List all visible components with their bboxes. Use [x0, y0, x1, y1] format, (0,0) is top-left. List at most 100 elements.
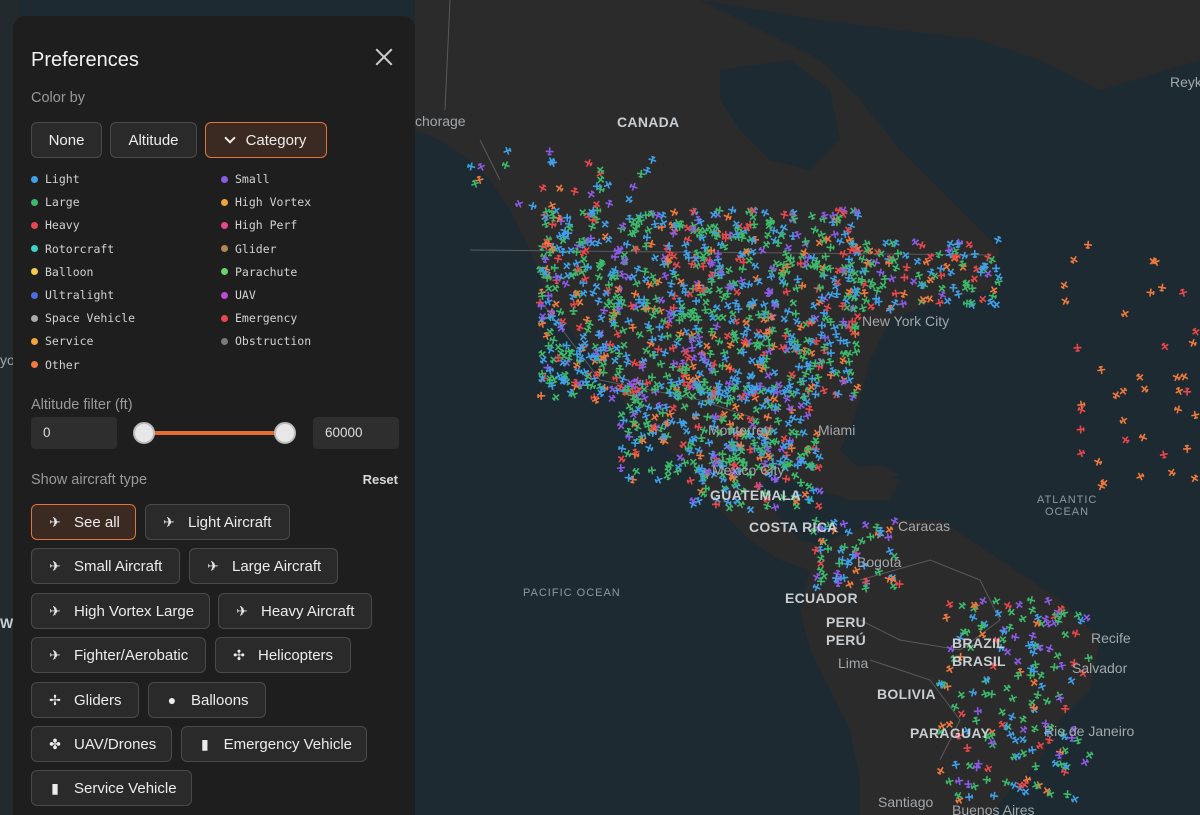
aircraft-marker[interactable]	[937, 290, 948, 301]
aircraft-marker[interactable]	[796, 400, 807, 411]
aircraft-marker[interactable]	[746, 470, 756, 479]
aircraft-marker[interactable]	[699, 262, 708, 271]
aircraft-marker[interactable]	[949, 283, 958, 292]
aircraft-marker[interactable]	[1190, 326, 1200, 337]
aircraft-marker[interactable]	[1183, 444, 1192, 454]
aircraft-marker[interactable]	[706, 397, 716, 407]
aircraft-marker[interactable]	[783, 242, 794, 253]
aircraft-marker[interactable]	[778, 260, 788, 270]
aircraft-marker[interactable]	[590, 352, 601, 363]
aircraft-marker[interactable]	[1134, 372, 1145, 383]
aircraft-marker[interactable]	[651, 385, 660, 394]
aircraft-marker[interactable]	[611, 291, 622, 302]
aircraft-marker[interactable]	[578, 288, 589, 299]
aircraft-marker[interactable]	[961, 278, 972, 289]
aircraft-marker[interactable]	[572, 258, 582, 268]
aircraft-marker[interactable]	[538, 291, 547, 301]
aircraft-marker[interactable]	[831, 574, 841, 583]
aircraft-marker[interactable]	[804, 445, 813, 454]
aircraft-marker[interactable]	[838, 302, 847, 311]
aircraft-marker[interactable]	[642, 166, 652, 176]
aircraft-marker[interactable]	[674, 452, 685, 463]
aircraft-marker[interactable]	[1029, 703, 1038, 713]
aircraft-marker[interactable]	[867, 280, 878, 291]
aircraft-marker[interactable]	[730, 478, 741, 489]
aircraft-marker[interactable]	[816, 546, 825, 555]
aircraft-marker[interactable]	[785, 380, 795, 390]
aircraft-marker[interactable]	[965, 792, 974, 802]
aircraft-marker[interactable]	[547, 312, 557, 322]
aircraft-marker[interactable]	[924, 251, 935, 262]
aircraft-marker[interactable]	[826, 243, 835, 252]
aircraft-marker[interactable]	[745, 370, 756, 381]
aircraft-marker[interactable]	[977, 621, 986, 630]
aircraft-marker[interactable]	[739, 330, 749, 340]
aircraft-marker[interactable]	[900, 249, 911, 260]
aircraft-marker[interactable]	[607, 384, 618, 395]
aircraft-marker[interactable]	[760, 488, 770, 498]
aircraft-marker[interactable]	[713, 249, 723, 259]
aircraft-marker[interactable]	[605, 344, 616, 355]
aircraft-marker[interactable]	[1073, 343, 1082, 352]
aircraft-marker[interactable]	[592, 370, 602, 380]
aircraft-marker[interactable]	[848, 274, 859, 285]
aircraft-marker[interactable]	[655, 323, 664, 332]
aircraft-marker[interactable]	[950, 245, 961, 256]
aircraft-marker[interactable]	[615, 420, 626, 431]
aircraft-marker[interactable]	[754, 444, 765, 455]
aircraft-marker[interactable]	[688, 495, 699, 506]
aircraft-marker[interactable]	[1042, 618, 1053, 629]
aircraft-marker[interactable]	[696, 451, 705, 460]
aircraft-marker[interactable]	[593, 237, 603, 247]
aircraft-marker[interactable]	[725, 281, 736, 292]
aircraft-marker[interactable]	[591, 199, 602, 210]
aircraft-marker[interactable]	[765, 426, 775, 436]
aircraft-marker[interactable]	[692, 248, 703, 259]
aircraft-marker[interactable]	[1063, 790, 1072, 799]
aircraft-marker[interactable]	[688, 361, 699, 372]
aircraft-marker[interactable]	[707, 277, 716, 286]
aircraft-marker[interactable]	[865, 301, 876, 312]
aircraft-marker[interactable]	[987, 690, 996, 699]
aircraft-marker[interactable]	[724, 265, 735, 276]
aircraft-marker[interactable]	[714, 337, 724, 347]
aircraft-marker[interactable]	[774, 238, 783, 247]
aircraft-marker[interactable]	[765, 341, 774, 350]
aircraft-marker[interactable]	[962, 299, 972, 308]
aircraft-marker[interactable]	[796, 455, 807, 466]
aircraft-marker[interactable]	[1002, 600, 1013, 611]
aircraft-marker[interactable]	[550, 263, 559, 272]
aircraft-marker[interactable]	[1120, 434, 1131, 445]
aircraft-marker[interactable]	[576, 353, 587, 364]
aircraft-marker[interactable]	[470, 179, 480, 189]
aircraft-marker[interactable]	[789, 214, 799, 224]
aircraft-marker[interactable]	[646, 209, 657, 220]
aircraft-marker[interactable]	[554, 254, 563, 263]
aircraft-marker[interactable]	[780, 210, 789, 219]
aircraft-marker[interactable]	[944, 719, 955, 730]
aircraft-marker[interactable]	[653, 276, 664, 287]
aircraft-marker[interactable]	[665, 459, 676, 470]
aircraft-marker[interactable]	[861, 577, 871, 587]
aircraft-marker[interactable]	[727, 315, 738, 326]
aircraft-marker[interactable]	[662, 471, 673, 482]
aircraft-marker[interactable]	[839, 519, 849, 529]
aircraft-marker[interactable]	[528, 201, 538, 211]
aircraft-marker[interactable]	[770, 301, 781, 312]
aircraft-marker[interactable]	[996, 706, 1007, 717]
aircraft-marker[interactable]	[807, 461, 816, 470]
aircraft-marker[interactable]	[860, 295, 870, 305]
aircraft-marker[interactable]	[722, 330, 733, 341]
aircraft-marker[interactable]	[669, 303, 678, 313]
aircraft-marker[interactable]	[738, 264, 747, 273]
aircraft-marker[interactable]	[537, 301, 546, 310]
aircraft-marker[interactable]	[941, 261, 952, 272]
aircraft-marker[interactable]	[838, 355, 849, 366]
aircraft-marker[interactable]	[764, 401, 775, 412]
aircraft-marker[interactable]	[1007, 711, 1018, 722]
aircraft-marker[interactable]	[611, 343, 622, 354]
aircraft-marker[interactable]	[983, 763, 994, 774]
aircraft-marker[interactable]	[645, 279, 656, 290]
aircraft-marker[interactable]	[808, 314, 817, 324]
aircraft-marker[interactable]	[475, 175, 485, 185]
